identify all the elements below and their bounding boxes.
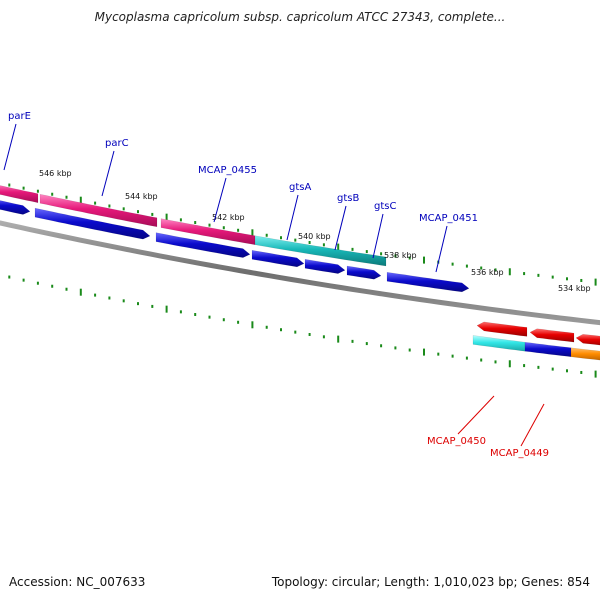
- gene-labels[interactable]: parE parC MCAP_0455 gtsA gtsB gtsC MCAP_…: [8, 111, 549, 459]
- gene-label-gtsA[interactable]: gtsA: [289, 182, 311, 193]
- genome-backbone: [0, 220, 600, 326]
- gene-label-MCAP_0455[interactable]: MCAP_0455: [198, 165, 257, 176]
- kbp-label-534: 534 kbp: [558, 284, 591, 293]
- accession-text: Accession: NC_007633: [9, 575, 146, 589]
- backbone-line: [0, 220, 600, 326]
- gene-label-MCAP_0450[interactable]: MCAP_0450: [427, 436, 486, 447]
- gene-blue-6[interactable]: [346, 265, 382, 280]
- gene-orange[interactable]: [570, 347, 600, 361]
- gene-label-parE[interactable]: parE: [8, 111, 31, 122]
- map-title: Mycoplasma capricolum subsp. capricolum …: [94, 10, 506, 24]
- gene-MCAP_0449[interactable]: [524, 341, 572, 358]
- leader-MCAP_0450: [457, 395, 495, 435]
- gene-blue-4[interactable]: [251, 249, 305, 268]
- gene-label-gtsC[interactable]: gtsC: [374, 201, 396, 212]
- kbp-label-538: 538 kbp: [384, 251, 417, 260]
- gene-parE[interactable]: [0, 183, 39, 204]
- gene-blue-1[interactable]: [0, 198, 31, 215]
- kbp-label-542: 542 kbp: [212, 213, 245, 222]
- kbp-label-544: 544 kbp: [125, 192, 158, 201]
- gene-gtsA-gtsC[interactable]: [254, 235, 387, 267]
- gene-label-MCAP_0449[interactable]: MCAP_0449: [490, 448, 549, 459]
- gene-label-MCAP_0451[interactable]: MCAP_0451: [419, 213, 478, 224]
- gene-MCAP_0450[interactable]: [472, 335, 526, 352]
- leader-MCAP_0455: [213, 177, 227, 223]
- leader-MCAP_0449: [520, 403, 545, 447]
- gene-red-1[interactable]: [476, 321, 528, 337]
- gene-red-2[interactable]: [529, 328, 575, 343]
- gene-label-gtsB[interactable]: gtsB: [337, 193, 359, 204]
- gene-blue-5[interactable]: [304, 258, 346, 274]
- gene-label-parC[interactable]: parC: [105, 138, 129, 149]
- gene-label-leaders: [3, 123, 545, 447]
- leader-gtsA: [286, 194, 299, 241]
- kbp-label-546: 546 kbp: [39, 169, 72, 178]
- gene-features[interactable]: [0, 183, 600, 361]
- kbp-label-540: 540 kbp: [298, 232, 331, 241]
- gene-red-3[interactable]: [575, 333, 600, 346]
- leader-MCAP_0451: [435, 225, 448, 273]
- leader-parC: [101, 150, 115, 197]
- gene-MCAP_0451[interactable]: [386, 271, 470, 293]
- leader-gtsC: [372, 213, 384, 259]
- kbp-label-536: 536 kbp: [471, 268, 504, 277]
- gene-blue-3[interactable]: [155, 232, 251, 258]
- outer-tick-ring: [8, 183, 597, 286]
- leader-parE: [3, 123, 17, 171]
- inner-tick-ring: [8, 275, 597, 378]
- kbp-scale-labels: 546 kbp 544 kbp 542 kbp 540 kbp 538 kbp …: [39, 169, 591, 293]
- leader-gtsB: [334, 205, 347, 251]
- gene-blue-2[interactable]: [34, 207, 151, 240]
- genome-stats-text: Topology: circular; Length: 1,010,023 bp…: [271, 575, 590, 589]
- gene-parC[interactable]: [39, 193, 158, 228]
